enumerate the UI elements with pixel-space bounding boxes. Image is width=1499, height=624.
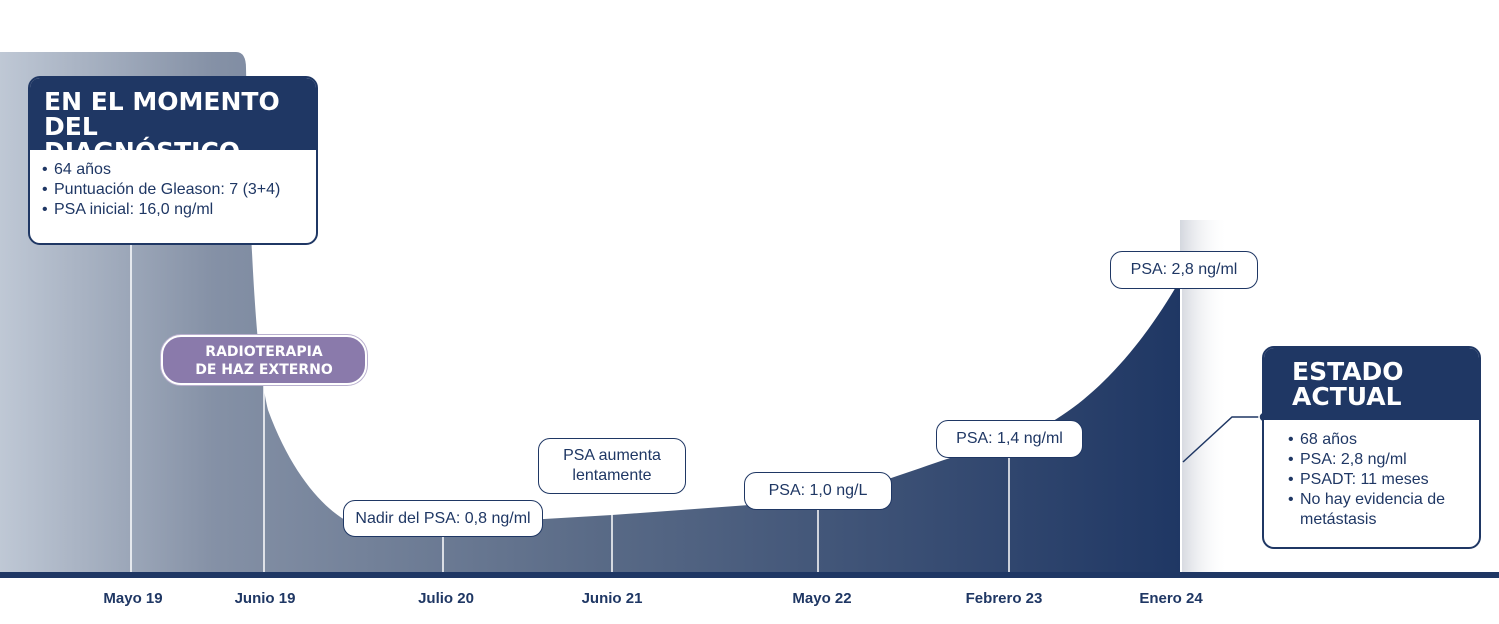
date-label: Junio 19 (234, 590, 296, 607)
radiotherapy-pill: Radioterapia de haz externo (161, 335, 367, 385)
current-item-age: 68 años (1288, 430, 1465, 450)
current-status-card: Estado actual 68 años PSA: 2,8 ng/ml PSA… (1262, 346, 1481, 549)
diagnosis-item-gleason: Puntuación de Gleason: 7 (3+4) (42, 180, 304, 200)
diagnosis-item-age: 64 años (42, 160, 304, 180)
date-label: Febrero 23 (965, 590, 1043, 607)
psa-rising-label: PSA aumenta lentamente (538, 438, 686, 494)
date-label: Mayo 19 (103, 590, 163, 607)
psa-2-8-label: PSA: 2,8 ng/ml (1110, 251, 1258, 289)
current-item-metastasis: No hay evidencia de metástasis (1288, 490, 1465, 530)
date-label: Julio 20 (418, 590, 474, 607)
diagnosis-item-psa: PSA inicial: 16,0 ng/ml (42, 200, 304, 220)
date-label: Enero 24 (1139, 590, 1203, 607)
current-status-title-line2: actual (1292, 382, 1402, 411)
current-status-title-line1: Estado (1292, 357, 1404, 386)
diagnosis-title: En el momento del diagnóstico (30, 78, 316, 164)
psa-rising-line1: PSA aumenta (563, 447, 661, 464)
radiotherapy-line2: de haz externo (195, 362, 333, 378)
timeline-axis (0, 572, 1499, 578)
psa-nadir-label: Nadir del PSA: 0,8 ng/ml (343, 500, 543, 537)
diagnosis-title-line1: En el momento (44, 87, 280, 116)
diagnosis-list: 64 años Puntuación de Gleason: 7 (3+4) P… (30, 150, 316, 230)
current-item-psadt: PSADT: 11 meses (1288, 470, 1465, 490)
current-status-list: 68 años PSA: 2,8 ng/ml PSADT: 11 meses N… (1264, 420, 1479, 540)
psa-1-0-label: PSA: 1,0 ng/L (744, 472, 892, 510)
date-label: Junio 21 (581, 590, 643, 607)
date-label: Mayo 22 (792, 590, 852, 607)
radiotherapy-line1: Radioterapia (205, 344, 323, 360)
current-status-pointer (1182, 416, 1264, 463)
psa-1-4-label: PSA: 1,4 ng/ml (936, 420, 1083, 458)
diagnosis-card: En el momento del diagnóstico 64 años Pu… (28, 76, 318, 245)
current-item-psa: PSA: 2,8 ng/ml (1288, 450, 1465, 470)
current-status-title: Estado actual (1264, 348, 1479, 420)
psa-rising-line2: lentamente (572, 467, 652, 484)
